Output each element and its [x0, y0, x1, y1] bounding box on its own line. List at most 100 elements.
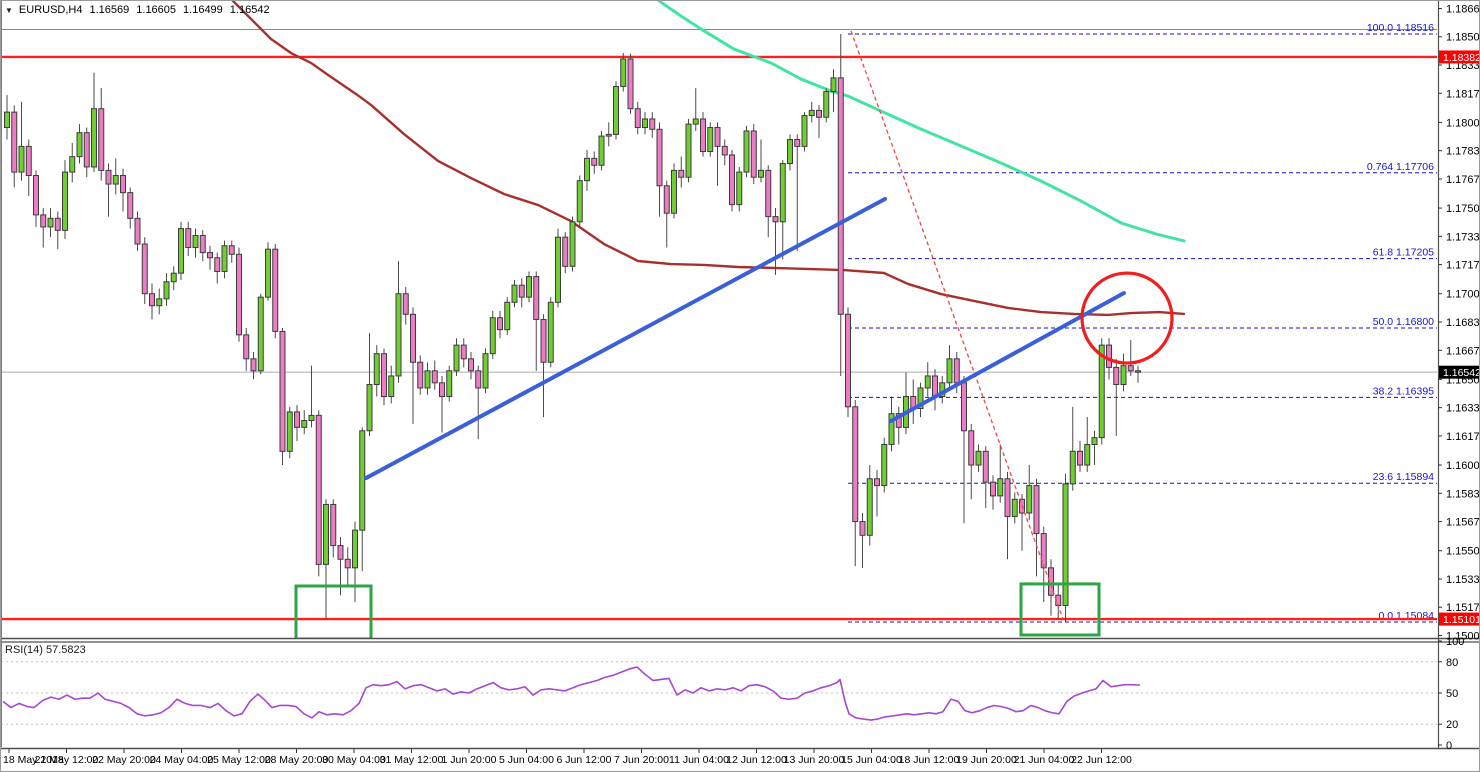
moving-average-fast: [657, 1, 1186, 243]
trendline-ascending-1[interactable]: [364, 196, 887, 481]
candle: [975, 450, 982, 466]
candle: [243, 334, 250, 360]
candle: [656, 128, 663, 187]
candle: [120, 175, 126, 194]
candle: [141, 243, 148, 295]
candle: [294, 411, 300, 428]
candle: [395, 293, 402, 377]
svg-text:1.17500: 1.17500: [1446, 203, 1480, 215]
quote-low: 1.16499: [183, 4, 223, 16]
candle: [439, 382, 445, 398]
svg-text:1.16000: 1.16000: [1446, 460, 1480, 472]
highlight-box-2[interactable]: [1019, 582, 1101, 637]
quote-close: 1.16542: [229, 4, 270, 16]
candle: [156, 298, 163, 307]
svg-text:21 Jun 04:00: 21 Jun 04:00: [1014, 754, 1075, 766]
svg-text:12 Jun 12:00: 12 Jun 12:00: [726, 754, 787, 766]
candle: [895, 413, 902, 428]
candle: [1120, 365, 1127, 386]
candle: [634, 108, 641, 129]
candle: [62, 171, 68, 231]
svg-text:22 Jun 12:00: 22 Jun 12:00: [1071, 754, 1132, 766]
candle: [888, 413, 895, 445]
candle: [1026, 485, 1033, 514]
candle: [69, 156, 76, 173]
candle: [265, 248, 271, 298]
candle: [953, 358, 960, 384]
rsi-axis[interactable]: 100 80 50 20 0: [1438, 636, 1464, 752]
candle: [127, 192, 134, 219]
svg-text:7 Jun 20:00: 7 Jun 20:00: [614, 754, 669, 766]
svg-text:1.18170: 1.18170: [1446, 88, 1480, 100]
svg-text:6 Jun 12:00: 6 Jun 12:00: [557, 754, 612, 766]
candle: [736, 171, 743, 206]
candle: [750, 130, 757, 178]
candle: [540, 318, 547, 363]
candle: [714, 127, 721, 147]
candle: [33, 175, 39, 216]
svg-text:1 Jun 20:00: 1 Jun 20:00: [442, 754, 497, 766]
svg-text:0.764 1.17706: 0.764 1.17706: [1367, 161, 1434, 173]
candle: [272, 248, 279, 332]
svg-text:11 Jun 04:00: 11 Jun 04:00: [669, 754, 729, 766]
trendline-red-dashed[interactable]: [850, 30, 1064, 620]
svg-text:1.17670: 1.17670: [1446, 174, 1480, 186]
candle: [946, 358, 953, 384]
trendline-ascending-2[interactable]: [889, 291, 1126, 424]
quote-open: 1.16569: [89, 4, 130, 16]
candle: [685, 123, 692, 178]
highlight-box-1[interactable]: [294, 584, 373, 639]
candle: [613, 85, 619, 135]
candle: [562, 236, 569, 267]
candle: [598, 135, 605, 166]
main-price-pane[interactable]: 100.0 1.18516 0.764 1.17706 61.8 1.17205 50…: [1, 1, 1438, 639]
svg-text:0: 0: [1446, 740, 1452, 752]
candle: [765, 169, 772, 218]
candle: [330, 503, 337, 547]
candle: [373, 353, 380, 386]
svg-text:1.15500: 1.15500: [1446, 546, 1480, 558]
candle: [54, 217, 61, 231]
candle: [1098, 344, 1105, 439]
candle: [4, 111, 10, 129]
candle: [555, 236, 561, 303]
candle: [98, 108, 105, 171]
candle: [417, 361, 424, 389]
svg-text:19 Jun 20:00: 19 Jun 20:00: [956, 754, 1017, 766]
highlight-circle[interactable]: [1080, 271, 1174, 365]
candle: [1069, 450, 1076, 485]
svg-text:1.18665: 1.18665: [1446, 3, 1480, 15]
candle: [279, 330, 286, 452]
svg-text:25 May 12:00: 25 May 12:00: [207, 754, 271, 766]
candle: [40, 214, 47, 228]
candle: [315, 414, 322, 565]
candle: [758, 169, 764, 178]
candle: [547, 301, 554, 363]
candle: [678, 169, 685, 178]
fibonacci-retracement[interactable]: 100.0 1.18516 0.764 1.17706 61.8 1.17205 50…: [848, 22, 1438, 623]
candle: [11, 111, 18, 173]
candle: [700, 118, 706, 153]
candle: [990, 481, 996, 497]
candle: [323, 503, 329, 565]
candle: [1135, 370, 1141, 373]
svg-text:1.17835: 1.17835: [1446, 146, 1480, 158]
candle: [707, 127, 714, 153]
candle: [163, 281, 170, 300]
candlestick-series: [4, 34, 1141, 623]
price-axis[interactable]: 1.186651.185001.183351.181701.180001.178…: [1438, 3, 1480, 643]
candle: [591, 157, 598, 166]
svg-text:38.2 1.16395: 38.2 1.16395: [1373, 385, 1434, 397]
candle: [874, 478, 880, 487]
svg-text:5 Jun 04:00: 5 Jun 04:00: [499, 754, 554, 766]
candle: [410, 313, 416, 363]
candle: [308, 414, 315, 421]
svg-text:1.18000: 1.18000: [1446, 117, 1480, 129]
candle: [772, 216, 779, 223]
rsi-pane[interactable]: RSI(14) 57.5823: [1, 644, 1438, 725]
svg-text:1.16170: 1.16170: [1446, 431, 1480, 443]
candle: [366, 384, 373, 432]
symbol-dropdown-icon[interactable]: ▼: [5, 5, 13, 15]
